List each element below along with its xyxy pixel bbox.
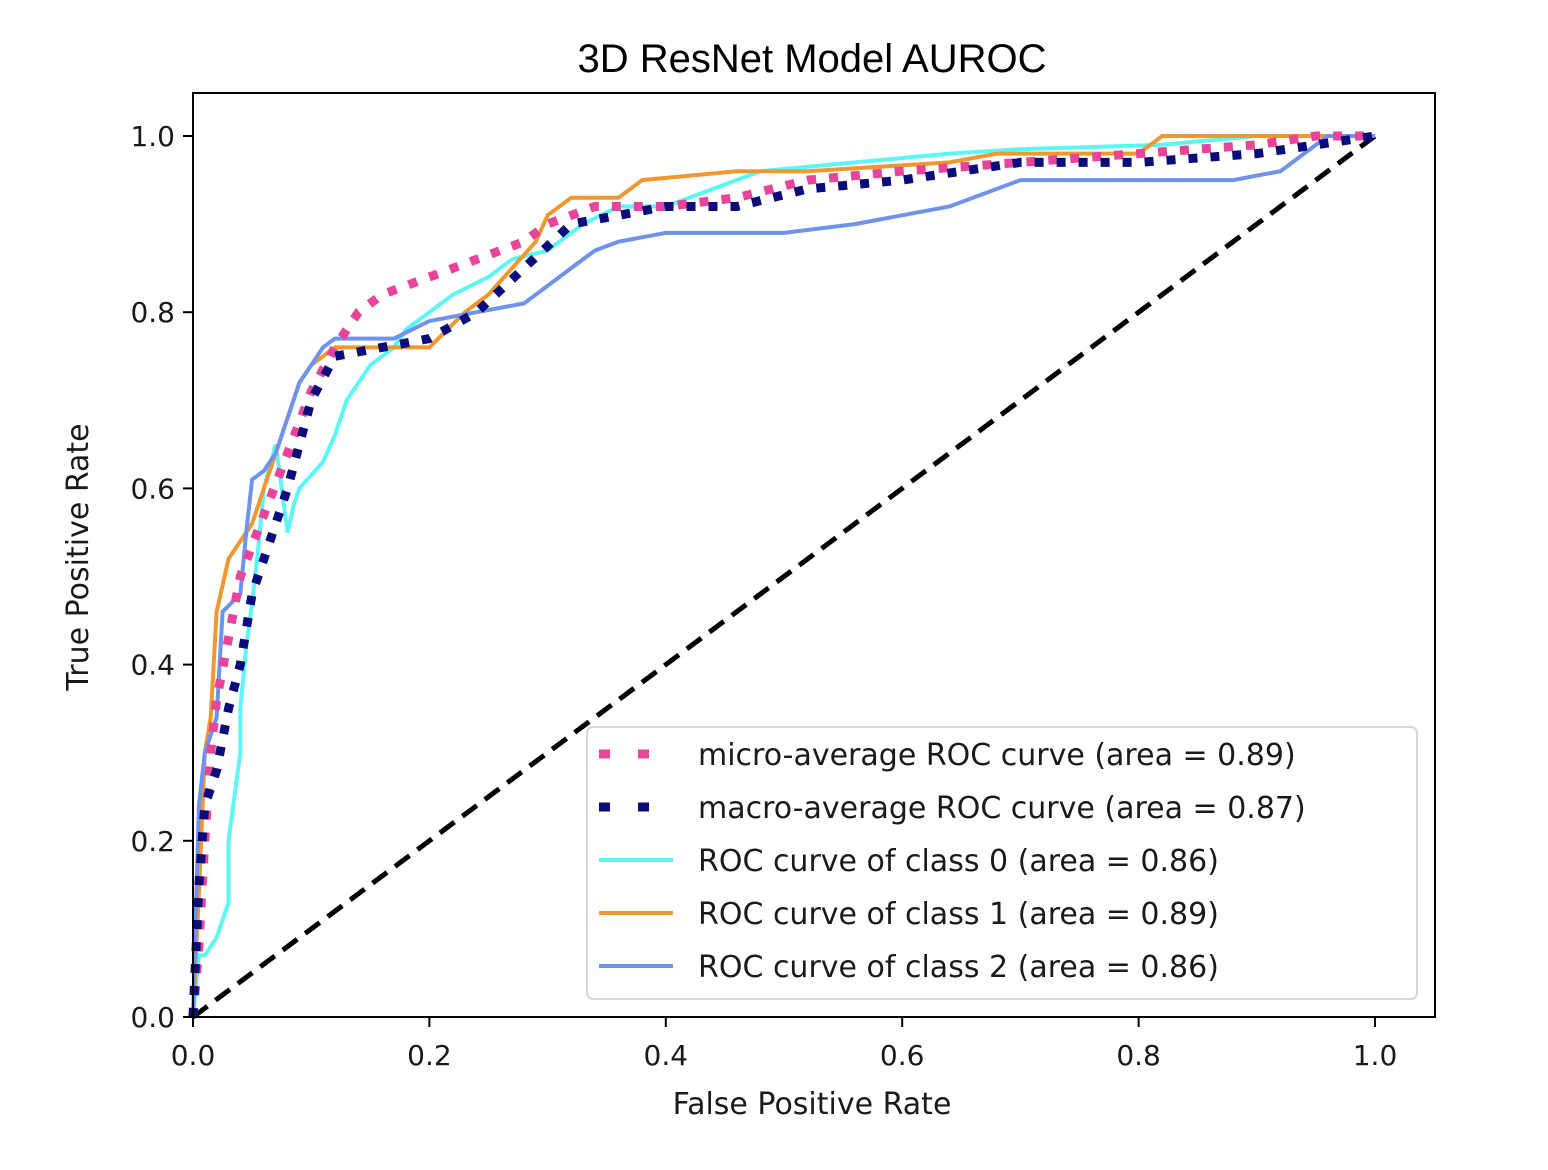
y-tick-label: 1.0 <box>130 120 175 153</box>
y-tick-label: 0.4 <box>130 649 175 682</box>
series-line-4 <box>191 134 1375 1018</box>
plot-area <box>188 131 1377 1020</box>
series-line-5 <box>191 133 1377 1020</box>
y-tick-label: 0.6 <box>130 472 175 505</box>
x-tick-label: 0.0 <box>171 1039 216 1072</box>
series-line-2 <box>191 134 1375 1018</box>
y-axis-label: True Positive Rate <box>61 423 96 691</box>
y-tick-label: 0.2 <box>130 825 175 858</box>
x-tick-label: 0.4 <box>644 1039 689 1072</box>
x-tick-label: 0.8 <box>1116 1039 1161 1072</box>
chart-title: 3D ResNet Model AUROC <box>577 37 1046 81</box>
x-tick-label: 0.6 <box>880 1039 925 1072</box>
legend-label: ROC curve of class 0 (area = 0.86) <box>698 844 1219 879</box>
axis-ticks: 0.0 0.2 0.4 0.6 0.8 1.0 0.0 0.2 0.4 0.6 0.8 1.0 <box>130 120 1397 1072</box>
legend-box <box>586 726 1418 1000</box>
y-tick-label: 0.8 <box>130 296 175 329</box>
legend-label: ROC curve of class 1 (area = 0.89) <box>698 897 1219 932</box>
y-tick-label: 0.0 <box>130 1001 175 1034</box>
plot-frame <box>192 92 1436 1018</box>
legend-label: ROC curve of class 2 (area = 0.86) <box>698 950 1219 985</box>
legend: micro-average ROC curve (area = 0.89) mac… <box>586 726 1418 1000</box>
x-tick-label: 1.0 <box>1353 1039 1398 1072</box>
x-tick-label: 0.2 <box>407 1039 452 1072</box>
legend-label: micro-average ROC curve (area = 0.89) <box>698 738 1296 773</box>
legend-label: macro-average ROC curve (area = 0.87) <box>698 791 1306 826</box>
x-axis-label: False Positive Rate <box>673 1087 952 1122</box>
series-line-0 <box>188 131 1375 1018</box>
